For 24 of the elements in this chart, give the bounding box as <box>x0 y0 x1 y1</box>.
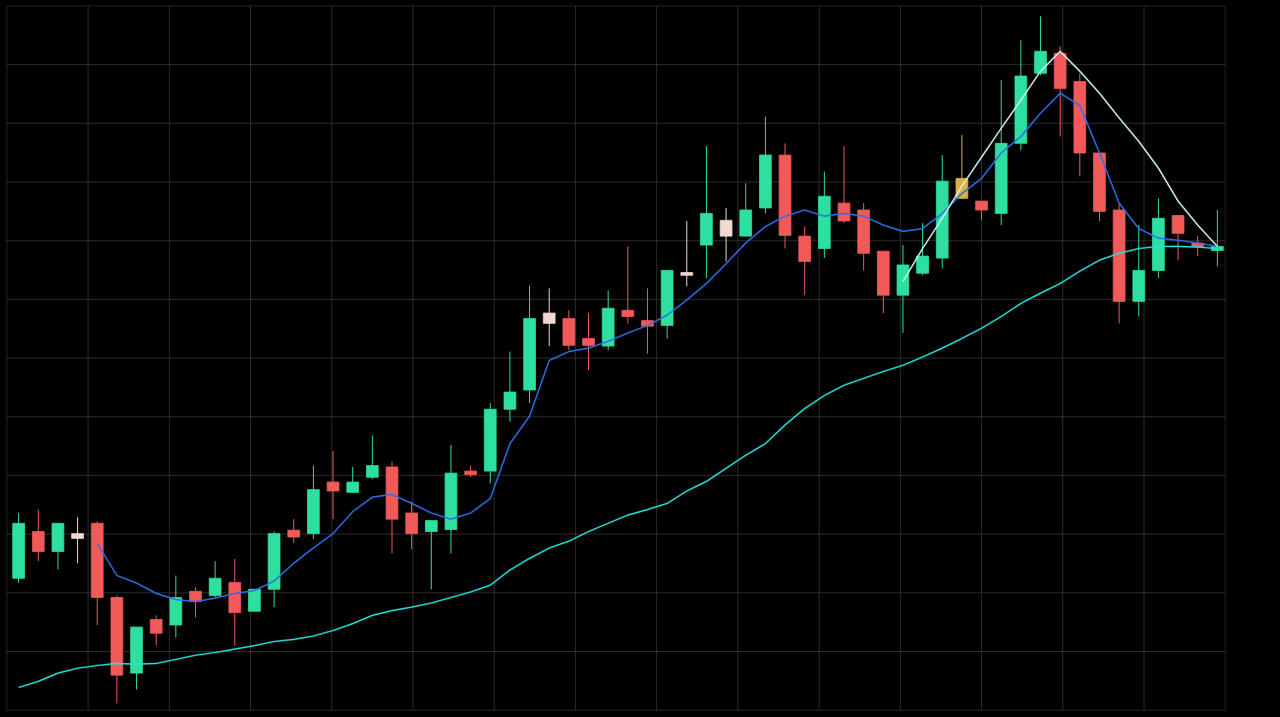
candlestick <box>189 586 202 618</box>
candlestick <box>425 520 438 590</box>
candlestick <box>837 145 851 224</box>
candlestick <box>916 222 929 276</box>
candlestick <box>582 312 595 371</box>
candlestick <box>287 518 301 544</box>
candlestick <box>1171 215 1185 261</box>
candlestick <box>149 614 163 647</box>
candlestick <box>621 245 635 324</box>
candlestick <box>405 500 418 550</box>
candlestick <box>366 434 379 480</box>
candlestick <box>71 516 84 564</box>
candlestick <box>680 220 694 287</box>
candlestick <box>719 207 733 263</box>
candlestick <box>326 450 340 520</box>
candlestick <box>975 200 988 221</box>
candlestick <box>503 351 517 423</box>
candlestick <box>542 287 556 347</box>
candlestick <box>1034 15 1047 76</box>
candlestick <box>248 588 261 612</box>
candlestick <box>346 466 359 493</box>
candlestick <box>641 287 654 355</box>
candlestick <box>208 560 222 599</box>
candlestick <box>31 509 45 562</box>
